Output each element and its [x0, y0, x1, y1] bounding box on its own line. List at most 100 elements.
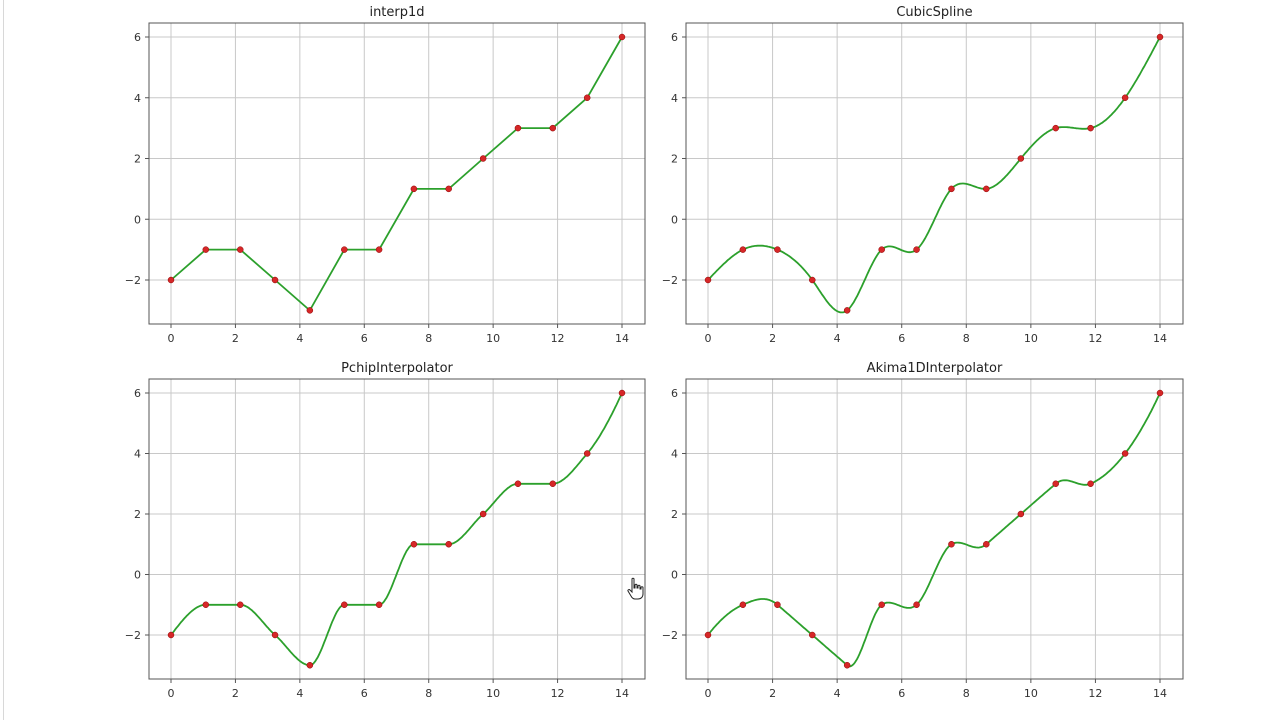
interpolated-curve [170, 36, 623, 312]
y-tick-label: −2 [125, 629, 141, 642]
x-tick-label: 4 [834, 332, 841, 345]
data-point-marker [167, 631, 175, 639]
data-point-marker [549, 480, 556, 487]
y-tick-label: 6 [671, 31, 678, 44]
x-tick-label: 0 [168, 687, 175, 700]
data-point-marker [809, 276, 816, 284]
y-tick-label: 2 [671, 153, 678, 166]
data-point-marker [1052, 480, 1059, 487]
data-point-marker [1156, 389, 1164, 397]
subplot-cubicspline: 0 2 4 6 8 10 12 14 6 4 2 0 −2 CubicSpline [662, 5, 1184, 345]
data-point-marker [878, 246, 885, 253]
y-tick-label: 0 [134, 213, 141, 226]
data-point-marker [341, 246, 348, 253]
data-point-marker [514, 124, 522, 132]
data-point-marker [1087, 480, 1094, 487]
data-point-marker [1087, 124, 1094, 132]
subplot-pchipinterpolator: 0 2 4 6 8 10 12 14 6 4 2 0 −2 PchipInterpolator [125, 361, 646, 700]
x-tick-label: 10 [1024, 687, 1038, 700]
data-point-marker [1156, 33, 1164, 41]
x-tick-label: 8 [425, 332, 432, 345]
data-point-marker [774, 601, 781, 608]
data-point-marker [479, 155, 487, 162]
x-tick-label: 6 [361, 332, 368, 345]
x-tick-label: 12 [1088, 332, 1102, 345]
x-tick-label: 8 [963, 687, 970, 700]
x-tick-label: 6 [898, 687, 905, 700]
x-tick-label: 4 [296, 687, 303, 700]
x-tick-label: 4 [296, 332, 303, 345]
x-tick-label: 14 [615, 332, 629, 345]
subplot-title: Akima1DInterpolator [867, 361, 1003, 376]
x-tick-label: 0 [168, 332, 175, 345]
x-tick-label: 10 [1024, 332, 1038, 345]
data-point-marker [983, 541, 990, 548]
data-point-marker [306, 307, 314, 314]
x-tick-label: 2 [232, 332, 239, 345]
x-tick-label: 2 [769, 687, 776, 700]
data-point-marker [843, 662, 851, 669]
data-point-marker [774, 246, 781, 253]
data-point-marker [948, 541, 955, 548]
data-point-marker [1052, 124, 1059, 132]
data-point-marker [1017, 155, 1025, 162]
x-tick-label: 6 [361, 687, 368, 700]
data-point-marker [514, 480, 522, 487]
data-point-marker [948, 185, 955, 193]
interpolated-curve [170, 392, 623, 667]
y-tick-label: 0 [134, 569, 141, 582]
data-point-marker [167, 276, 175, 284]
subplot-title: interp1d [369, 5, 424, 20]
subplot-title: CubicSpline [896, 5, 972, 20]
data-point-marker [843, 307, 851, 314]
x-tick-label: 6 [898, 332, 905, 345]
x-tick-label: 12 [551, 332, 565, 345]
x-tick-label: 4 [834, 687, 841, 700]
interpolated-curve [707, 36, 1161, 314]
data-point-marker [549, 124, 556, 132]
x-tick-label: 14 [1153, 332, 1167, 345]
x-tick-label: 12 [551, 687, 565, 700]
data-point-marker [913, 246, 920, 253]
x-tick-label: 8 [963, 332, 970, 345]
y-tick-label: 6 [671, 387, 678, 400]
data-point-marker [583, 450, 591, 457]
subplot-akima1dinterpolator: 0 2 4 6 8 10 12 14 6 4 2 0 −2 Akima1DInterpolator [662, 361, 1184, 700]
y-tick-label: 2 [134, 508, 141, 521]
data-point-marker [618, 389, 626, 397]
x-tick-label: 10 [486, 687, 500, 700]
data-point-marker [271, 631, 279, 639]
data-point-marker [1017, 510, 1025, 518]
x-tick-label: 0 [705, 332, 712, 345]
y-tick-label: 4 [134, 448, 141, 461]
x-tick-label: 12 [1088, 687, 1102, 700]
data-point-marker [983, 185, 990, 193]
data-point-marker [375, 601, 383, 608]
data-point-marker [739, 246, 747, 253]
x-tick-label: 2 [232, 687, 239, 700]
data-point-marker [445, 541, 452, 548]
axes-frame [685, 22, 1184, 325]
data-point-marker [410, 541, 418, 548]
data-point-marker [202, 246, 210, 253]
y-tick-label: 0 [671, 213, 678, 226]
data-point-marker [375, 246, 383, 253]
x-tick-label: 14 [1153, 687, 1167, 700]
data-point-marker [306, 662, 314, 669]
x-tick-label: 8 [425, 687, 432, 700]
data-point-marker [739, 601, 747, 608]
axes-frame [148, 378, 646, 680]
data-point-marker [341, 601, 348, 608]
hand-cursor-icon [627, 577, 644, 600]
y-tick-label: 6 [134, 31, 141, 44]
y-tick-label: −2 [125, 274, 141, 287]
x-tick-label: 14 [615, 687, 629, 700]
page-left-border [3, 0, 4, 720]
data-point-marker [479, 510, 487, 518]
data-point-marker [878, 601, 885, 608]
data-point-marker [237, 246, 244, 253]
x-tick-label: 2 [769, 332, 776, 345]
y-tick-label: −2 [662, 629, 678, 642]
y-tick-label: −2 [662, 274, 678, 287]
